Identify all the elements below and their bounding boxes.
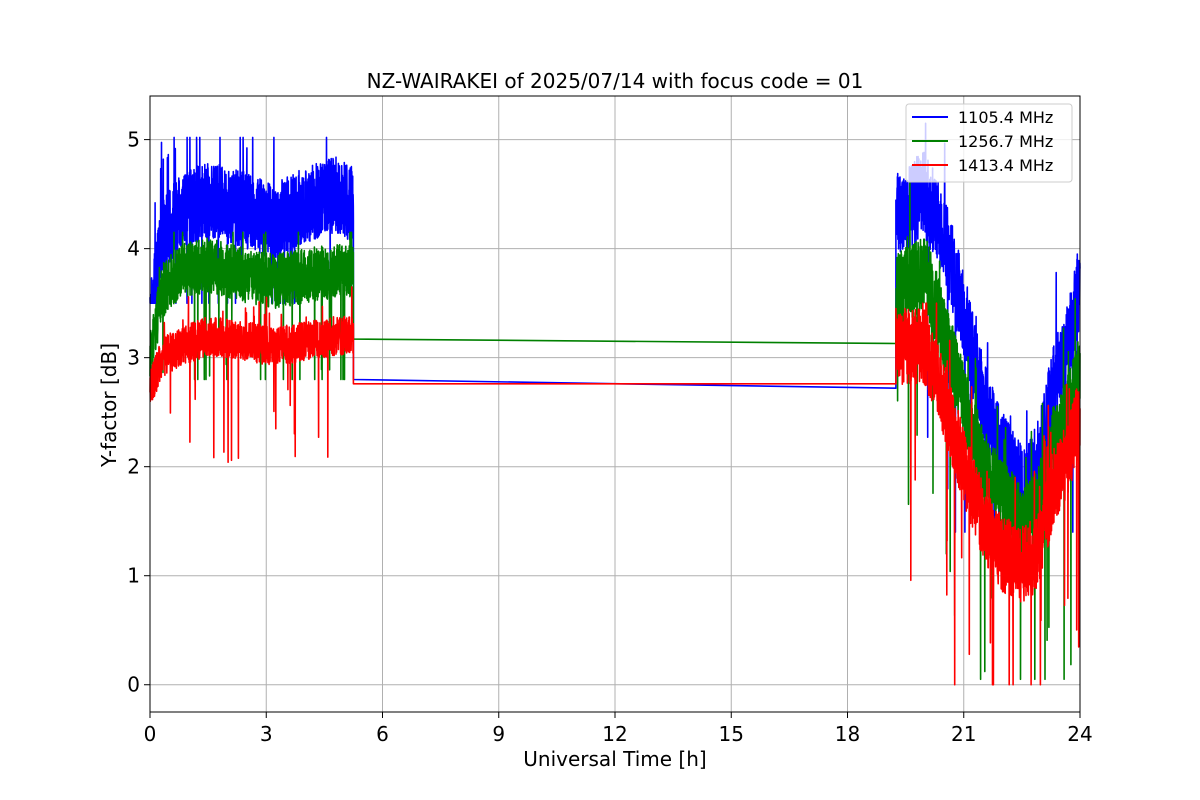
legend-label: 1256.7 MHz: [958, 132, 1053, 151]
y-tick-label: 0: [127, 673, 140, 697]
y-tick-label: 3: [127, 346, 140, 370]
series-1413-4-mhz: [149, 286, 1081, 686]
legend-label: 1413.4 MHz: [958, 156, 1053, 175]
x-tick-label: 9: [492, 722, 505, 746]
x-tick-label: 15: [719, 722, 744, 746]
x-tick-label: 3: [260, 722, 273, 746]
series-layer: [149, 122, 1081, 686]
x-tick-label: 18: [835, 722, 860, 746]
y-tick-label: 1: [127, 564, 140, 588]
legend-label: 1105.4 MHz: [958, 108, 1053, 127]
y-tick-label: 5: [127, 128, 140, 152]
x-tick-label: 21: [951, 722, 976, 746]
x-tick-label: 0: [144, 722, 157, 746]
x-tick-label: 12: [602, 722, 627, 746]
legend-box: [905, 103, 1073, 183]
x-ticks: 0 3 6 9 12 15 18 21 24: [144, 712, 1093, 746]
chart-title: NZ-WAIRAKEI of 2025/07/14 with focus cod…: [367, 69, 864, 93]
series-line: [149, 286, 1081, 686]
x-tick-label: 6: [376, 722, 389, 746]
y-tick-label: 2: [127, 455, 140, 479]
y-axis-label: Y-factor [dB]: [97, 343, 121, 468]
y-ticks: 0 1 2 3 4 5: [127, 128, 150, 697]
y-tick-label: 4: [127, 237, 140, 261]
x-axis-label: Universal Time [h]: [523, 747, 706, 771]
x-tick-label: 24: [1067, 722, 1092, 746]
legend: 1105.4 MHz 1256.7 MHz 1413.4 MHz: [905, 103, 1073, 183]
